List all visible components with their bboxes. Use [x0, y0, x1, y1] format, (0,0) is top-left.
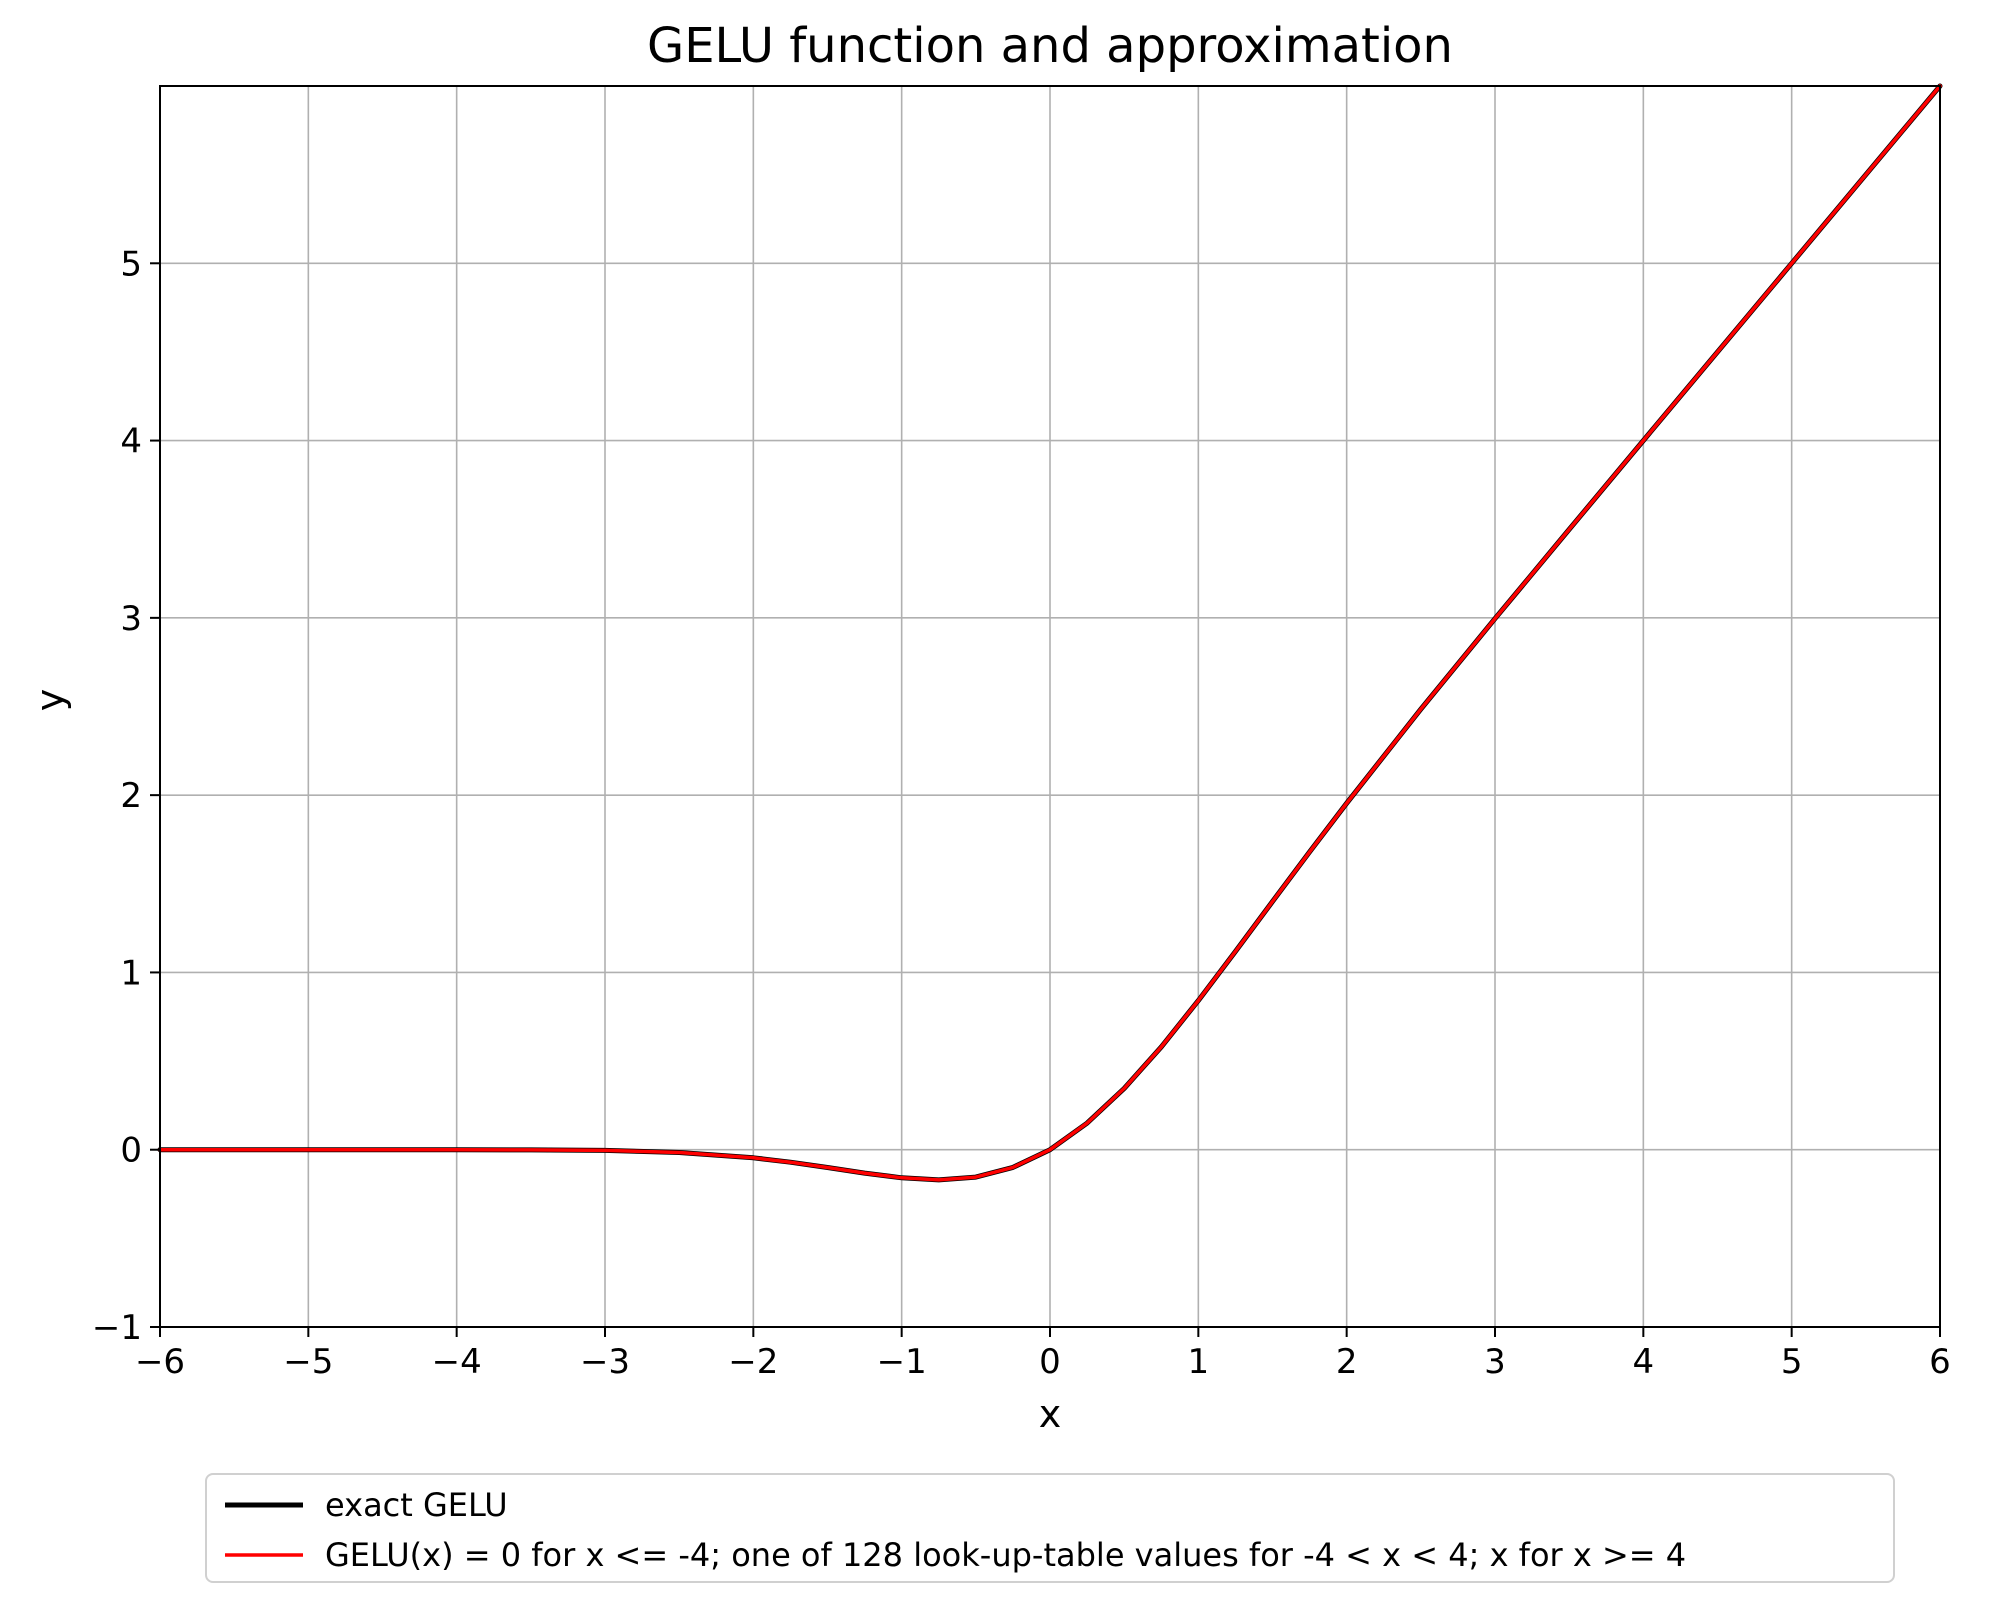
legend-swatch-approx: [225, 1553, 303, 1557]
x-tick-label: −3: [580, 1342, 630, 1382]
legend-label-exact: exact GELU: [325, 1486, 508, 1524]
x-tick-label: −4: [432, 1342, 482, 1382]
y-tick-label: 4: [120, 422, 142, 462]
legend-entry-approx: GELU(x) = 0 for x <= -4; one of 128 look…: [217, 1530, 1686, 1580]
x-tick-label: −5: [283, 1342, 333, 1382]
x-tick-label: 5: [1781, 1342, 1803, 1382]
legend-swatch-exact: [225, 1502, 303, 1508]
x-tick-label: −2: [728, 1342, 778, 1382]
series-lines: [157, 83, 1943, 1183]
y-tick-label: 5: [120, 244, 142, 284]
chart-title: GELU function and approximation: [647, 18, 1453, 74]
x-tick-label: 1: [1188, 1342, 1210, 1382]
grid-lines: [159, 86, 1941, 1328]
y-tick-label: 1: [120, 953, 142, 993]
x-tick-label: 2: [1336, 1342, 1358, 1382]
legend-entry-exact: exact GELU: [217, 1480, 508, 1530]
y-tick-label: 2: [120, 776, 142, 816]
series-line-lut-approximation: [158, 84, 1942, 1182]
x-tick-label: −6: [135, 1342, 185, 1382]
x-axis-label: x: [1038, 1392, 1062, 1436]
x-tick-label: 0: [1039, 1342, 1061, 1382]
x-tick-label: 4: [1633, 1342, 1655, 1382]
legend: exact GELU GELU(x) = 0 for x <= -4; one …: [205, 1473, 1895, 1583]
y-tick-label: 0: [120, 1131, 142, 1171]
y-tick-label: 3: [120, 599, 142, 639]
axis-ticks: −6 −5 −4 −3 −2 −1 0 1 2 3 4 5 6 −1 0 1 2 3 4 5: [92, 244, 1951, 1382]
x-tick-label: −1: [877, 1342, 927, 1382]
y-tick-label: −1: [92, 1308, 142, 1348]
x-tick-label: 6: [1929, 1342, 1951, 1382]
y-axis-label: y: [28, 688, 72, 712]
legend-label-approx: GELU(x) = 0 for x <= -4; one of 128 look…: [325, 1536, 1687, 1574]
x-tick-label: 3: [1484, 1342, 1506, 1382]
